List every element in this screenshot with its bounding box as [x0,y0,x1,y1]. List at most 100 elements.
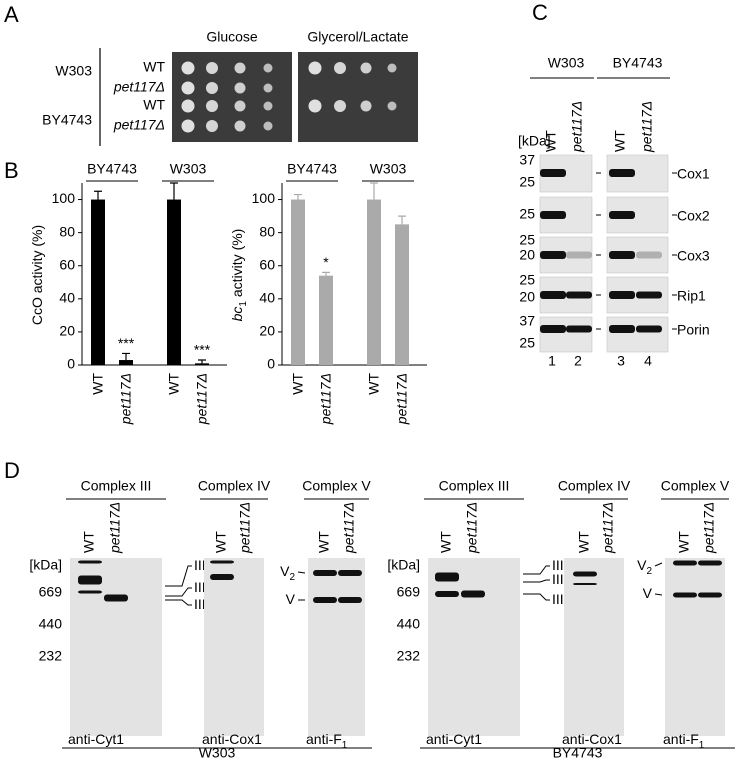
significance-label: * [323,254,329,270]
significance-label: *** [194,342,211,358]
text-part: V [280,563,290,579]
antibody-label: anti-Cyt1 [68,731,124,747]
panel-label: D [4,458,20,483]
lane-number: 3 [617,353,625,369]
marker-label: 669 [397,584,421,600]
band [338,597,362,603]
blot [70,558,162,736]
antibody-label: anti-Cyt1 [426,731,482,747]
marker-label: 25 [519,335,535,351]
group-label: W303 [170,161,207,177]
spot [263,101,273,111]
species-label: V [286,591,296,607]
y-tick-label: 60 [59,256,75,272]
error-bar [94,190,102,200]
complex-title: Complex IV [198,478,271,494]
blot [428,558,520,736]
text-part: CcO activity (%) [29,225,45,325]
text-part: III [194,596,206,612]
error-bar [322,271,330,276]
strain-label: BY4743 [613,55,663,71]
marker-label: 37 [519,313,535,329]
lane-label: pet117Δ [639,101,655,153]
band [461,590,485,598]
strain-label: BY4743 [42,112,92,128]
complex-title: Complex V [661,478,730,494]
lane-label: WT [676,531,692,553]
antibody-label: anti-Cox1 [202,731,262,747]
band [673,560,697,566]
marker-label: 440 [397,616,421,632]
x-tick-label: pet117Δ [118,373,134,425]
blot [539,316,593,353]
band [566,251,592,259]
protein-label: Porin [677,322,710,338]
text-part: 1 [699,740,705,751]
antibody-label: anti-Cox1 [562,731,622,747]
y-axis-label: CcO activity (%) [29,225,45,325]
text-part: activity (%) [229,229,245,301]
marker-label: 25 [519,232,535,248]
band [78,575,102,585]
marker-label: 232 [397,648,421,664]
group-label: BY4743 [87,161,137,177]
spot [360,62,372,74]
marker-label: 20 [519,289,535,305]
antibody-label: anti-F1 [306,731,348,751]
leader [523,565,550,575]
text-part: V [286,591,296,607]
unit-label: [kDa] [29,557,62,573]
leader [523,579,550,583]
lane-label: pet117Δ [237,502,253,554]
band [210,560,234,564]
text-part: anti-Cyt1 [426,731,482,747]
band [609,211,635,219]
y-tick-label: 60 [259,256,275,272]
strain-label: W303 [199,745,236,760]
x-tick-label: WT [90,373,106,395]
marker-label: 669 [39,584,63,600]
spot [181,61,195,75]
marker-label: 232 [39,648,63,664]
marker-label: 440 [39,616,63,632]
lane-label: pet117Δ [569,101,585,153]
spot [263,83,273,93]
blot [606,316,669,353]
x-tick-label: pet117Δ [194,373,210,425]
genotype-label: pet117Δ [113,79,165,95]
lane-label: WT [438,531,454,553]
genotype-label: pet117Δ [113,117,165,133]
spot [234,120,246,132]
blot [564,558,624,736]
x-tick-label: WT [166,373,182,395]
y-tick-label: 0 [67,356,75,372]
complex-title: Complex V [302,478,371,494]
spot [206,82,218,94]
text-part: anti-F [306,731,342,747]
strain-label: W303 [55,63,92,79]
unit-label: [kDa] [518,133,551,149]
leader [165,565,192,587]
band [609,291,635,299]
group-label: W303 [370,161,407,177]
bar [119,360,133,365]
marker-label: 25 [519,206,535,222]
error-bar [370,182,378,200]
text-part: 1 [238,301,249,307]
spot [263,121,273,131]
lane-label: WT [543,130,559,152]
band [636,325,662,333]
blot [204,558,264,736]
band [609,325,635,333]
species-label: V2 [637,557,652,577]
text-part: III [552,557,564,573]
x-tick-label: pet117Δ [394,373,410,425]
band [636,251,662,259]
unit-label: [kDa] [387,557,420,573]
protein-label: Cox3 [677,248,710,264]
spot [206,120,218,132]
lane-label: pet117Δ [341,502,357,554]
y-tick-label: 100 [52,190,76,206]
y-tick-label: 20 [259,323,275,339]
